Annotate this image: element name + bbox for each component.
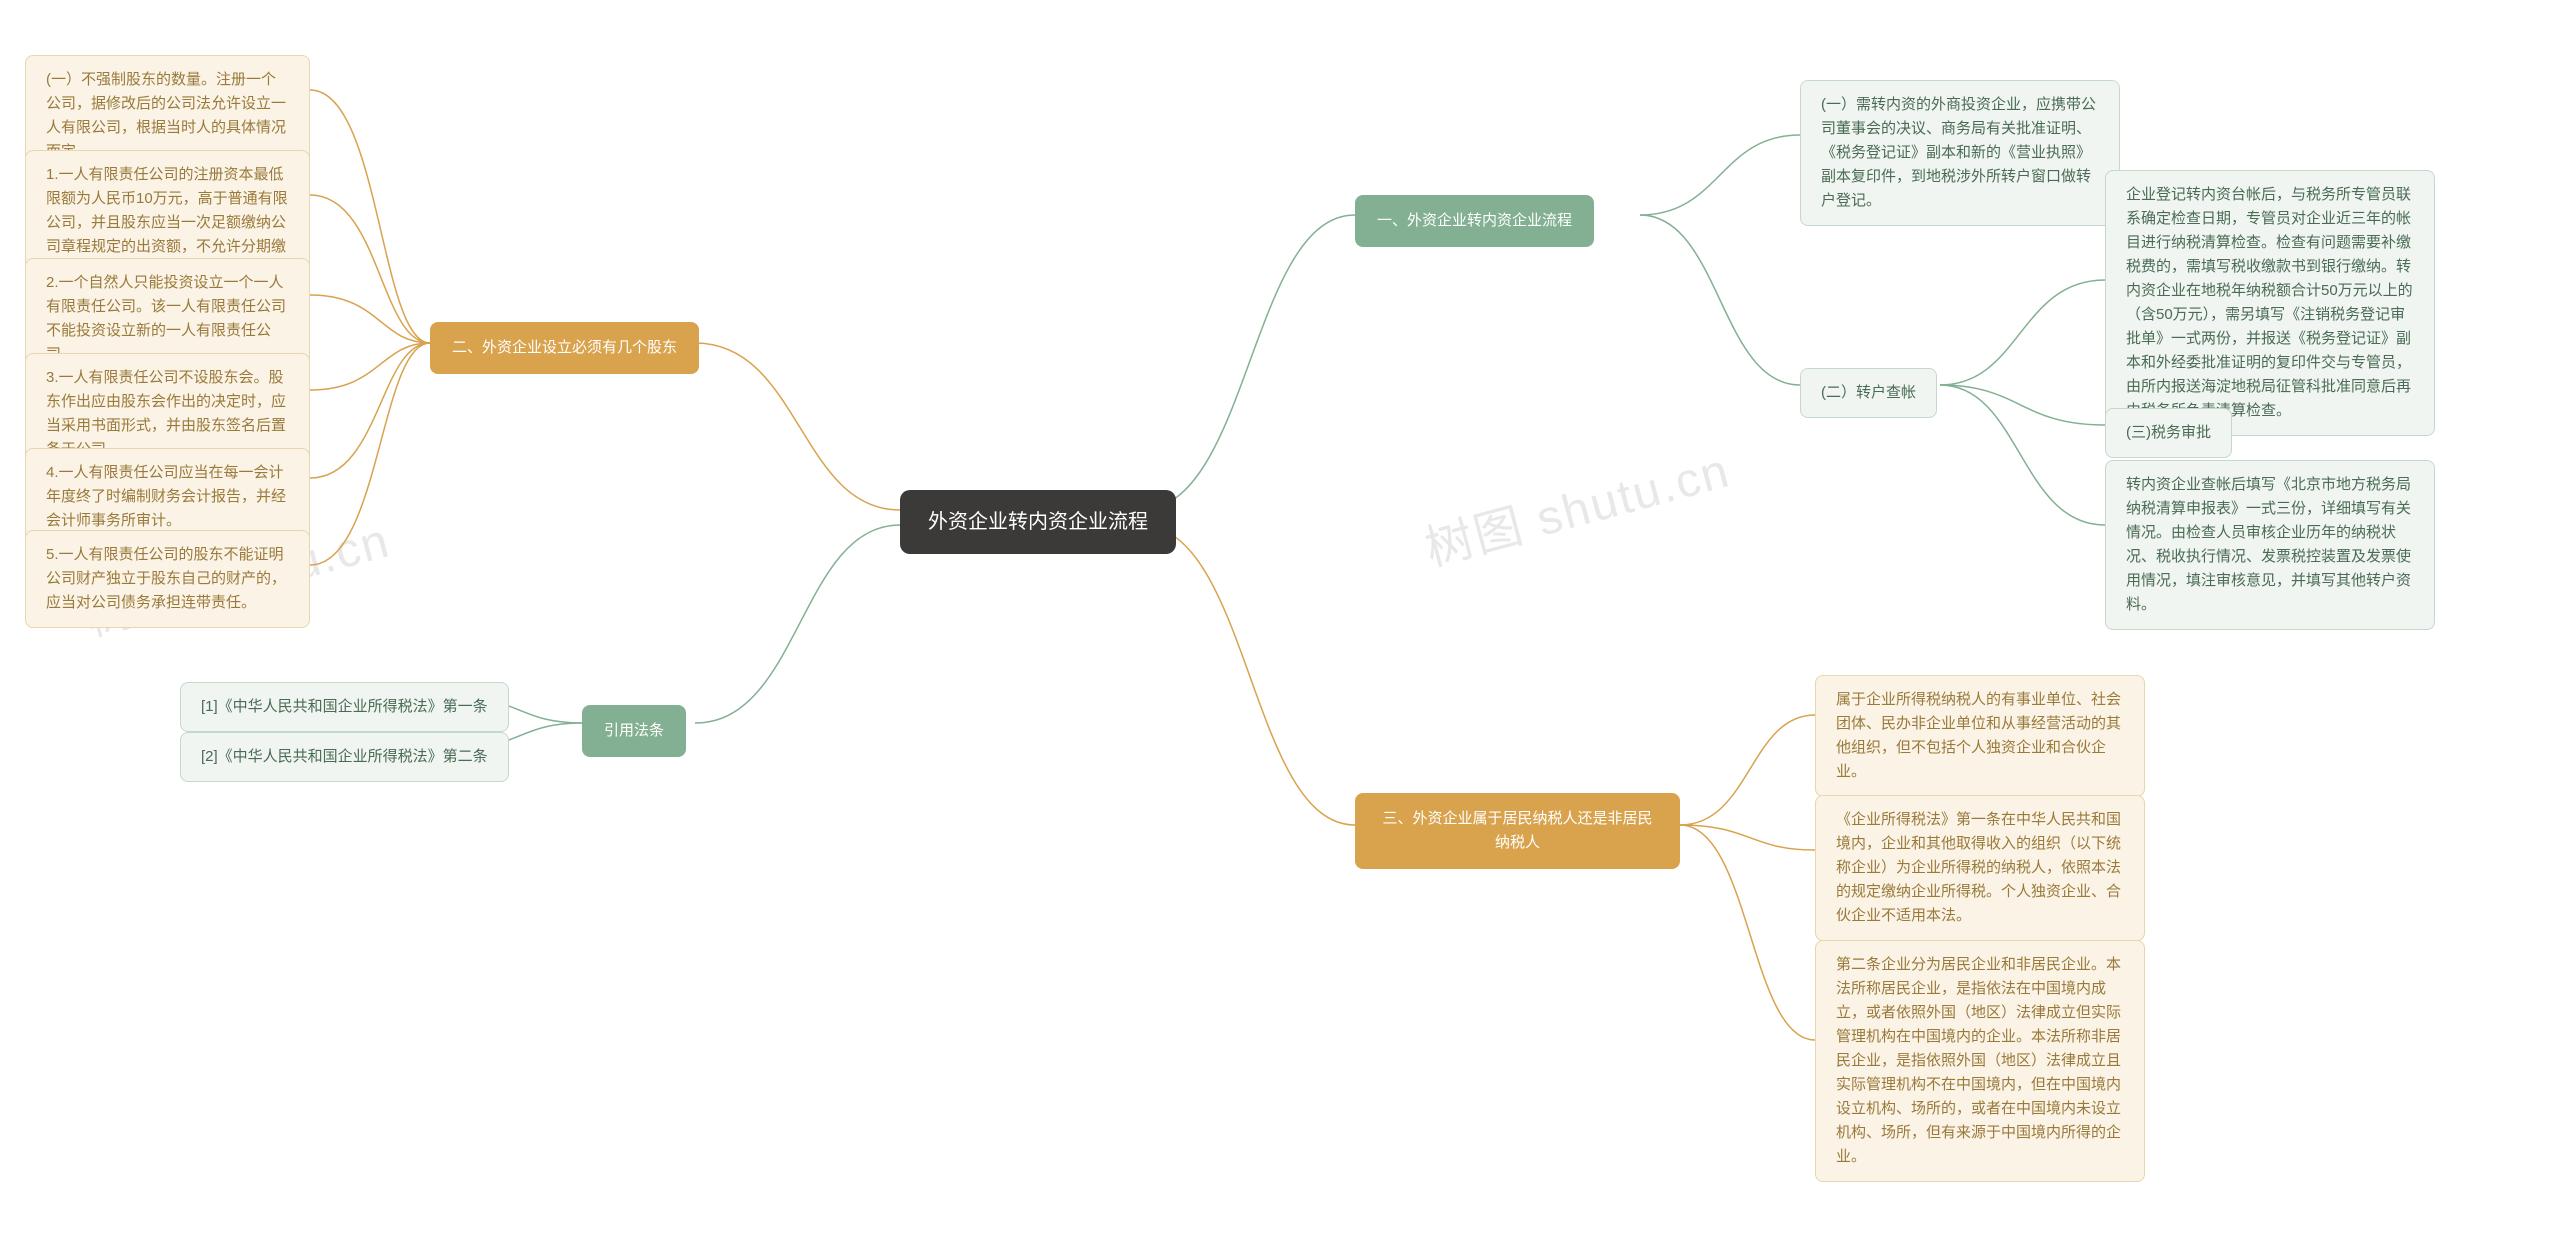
branch-2[interactable]: 二、外资企业设立必须有几个股东	[430, 322, 699, 374]
branch-3[interactable]: 三、外资企业属于居民纳税人还是非居民纳税人	[1355, 793, 1680, 869]
leaf-b2c6: 5.一人有限责任公司的股东不能证明公司财产独立于股东自己的财产的，应当对公司债务…	[25, 530, 310, 628]
leaf-b1c2b: (三)税务审批	[2105, 408, 2232, 458]
leaf-b1c2a: 企业登记转内资台帐后，与税务所专管员联系确定检查日期，专管员对企业近三年的帐目进…	[2105, 170, 2435, 436]
branch-1[interactable]: 一、外资企业转内资企业流程	[1355, 195, 1594, 247]
leaf-b4c2: [2]《中华人民共和国企业所得税法》第二条	[180, 732, 509, 782]
watermark: 树图 shutu.cn	[1416, 431, 1736, 580]
leaf-b3c3: 第二条企业分为居民企业和非居民企业。本法所称居民企业，是指依法在中国境内成立，或…	[1815, 940, 2145, 1182]
leaf-b1c2c: 转内资企业查帐后填写《北京市地方税务局纳税清算申报表》一式三份，详细填写有关情况…	[2105, 460, 2435, 630]
leaf-b1c1: (一）需转内资的外商投资企业，应携带公司董事会的决议、商务局有关批准证明、《税务…	[1800, 80, 2120, 226]
leaf-b3c2: 《企业所得税法》第一条在中华人民共和国境内，企业和其他取得收入的组织（以下统称企…	[1815, 795, 2145, 941]
root-node[interactable]: 外资企业转内资企业流程	[900, 490, 1176, 554]
leaf-b1c2: (二）转户查帐	[1800, 368, 1937, 418]
leaf-b4c1: [1]《中华人民共和国企业所得税法》第一条	[180, 682, 509, 732]
leaf-b3c1: 属于企业所得税纳税人的有事业单位、社会团体、民办非企业单位和从事经营活动的其他组…	[1815, 675, 2145, 797]
branch-4[interactable]: 引用法条	[582, 705, 686, 757]
